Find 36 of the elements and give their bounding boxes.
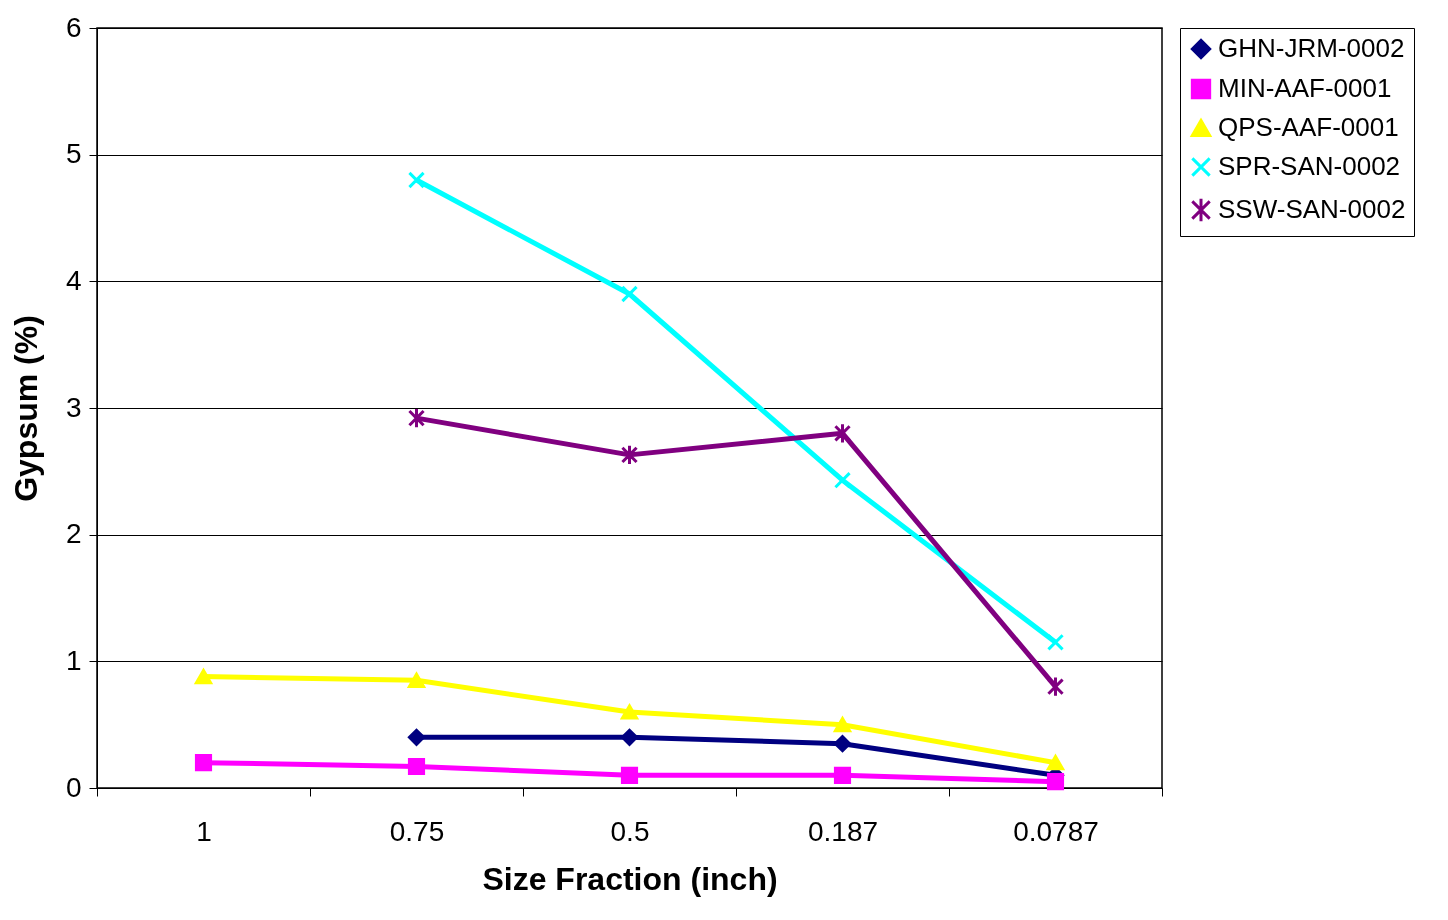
x-tick-label: 0.5 bbox=[610, 815, 650, 847]
legend-label: SPR-SAN-0002 bbox=[1218, 151, 1401, 181]
point bbox=[620, 766, 639, 784]
y-tick-label: 3 bbox=[65, 391, 82, 423]
x-tick-label: 0.187 bbox=[807, 815, 879, 847]
point bbox=[620, 285, 639, 303]
y-tick-label: 2 bbox=[65, 518, 82, 550]
point bbox=[194, 754, 213, 772]
point bbox=[407, 757, 426, 776]
y-tick-label: 5 bbox=[65, 138, 82, 170]
point bbox=[833, 717, 852, 733]
point bbox=[833, 766, 852, 784]
legend-label: GHN-JRM-0002 bbox=[1218, 33, 1405, 63]
y-tick-label: 1 bbox=[65, 644, 82, 676]
point bbox=[407, 672, 426, 688]
point bbox=[1046, 773, 1065, 791]
point bbox=[833, 471, 852, 489]
point bbox=[833, 735, 852, 753]
point bbox=[620, 704, 639, 720]
legend-label: MIN-AAF-0001 bbox=[1218, 73, 1392, 103]
legend-label: QPS-AAF-0001 bbox=[1218, 112, 1399, 142]
point bbox=[407, 171, 426, 189]
x-tick-label: 1 bbox=[196, 815, 212, 847]
y-tick-label: 6 bbox=[65, 11, 82, 43]
point bbox=[407, 728, 426, 746]
point bbox=[1046, 755, 1065, 771]
y-tick-label: 4 bbox=[65, 264, 82, 296]
y-tick-label: 0 bbox=[65, 771, 82, 803]
y-axis-title: Gypsum (%) bbox=[7, 315, 44, 502]
point bbox=[1046, 633, 1065, 651]
x-tick-label: 0.75 bbox=[389, 815, 445, 847]
legend-label: SSW-SAN-0002 bbox=[1218, 194, 1406, 224]
x-axis-title: Size Fraction (inch) bbox=[482, 860, 778, 897]
point bbox=[620, 728, 639, 746]
point bbox=[194, 668, 213, 685]
x-tick-label: 0.0787 bbox=[1013, 815, 1099, 847]
